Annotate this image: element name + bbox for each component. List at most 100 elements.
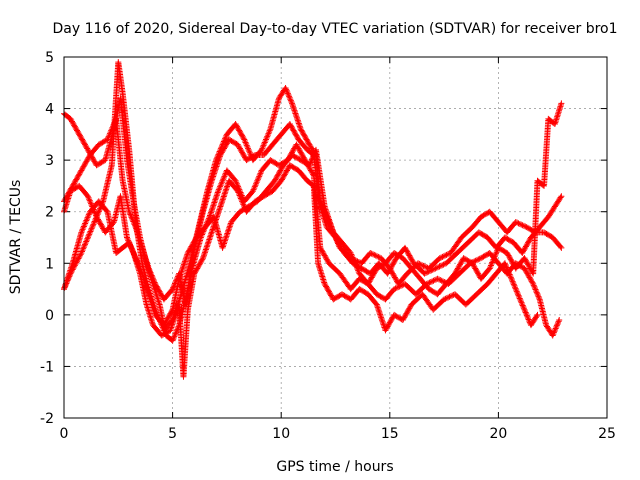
data-point-marker <box>217 183 224 190</box>
data-point-marker <box>89 222 96 229</box>
data-point-marker <box>396 283 403 290</box>
data-point-marker <box>431 277 438 284</box>
data-point-marker <box>440 253 447 260</box>
data-point-marker <box>86 229 93 236</box>
data-point-marker <box>235 126 242 133</box>
data-point-marker <box>221 144 228 151</box>
data-point-marker <box>170 336 177 343</box>
data-point-marker <box>81 141 88 148</box>
data-point-marker <box>81 140 88 147</box>
data-point-marker <box>527 275 534 282</box>
data-point-marker <box>503 264 510 271</box>
data-point-marker <box>199 256 206 263</box>
data-point-marker <box>437 277 444 284</box>
data-point-marker <box>309 170 316 177</box>
data-point-marker <box>222 135 229 142</box>
data-point-marker <box>324 257 331 264</box>
data-point-marker <box>234 188 241 195</box>
data-point-marker <box>79 137 86 144</box>
data-point-marker <box>151 279 158 286</box>
data-point-marker <box>250 152 257 159</box>
data-point-marker <box>417 261 424 268</box>
data-point-marker <box>69 182 76 189</box>
data-point-marker <box>291 128 298 135</box>
data-point-marker <box>532 286 539 293</box>
data-point-marker <box>96 206 103 213</box>
data-point-marker <box>239 132 246 139</box>
data-point-marker <box>94 215 101 222</box>
data-point-marker <box>223 141 230 148</box>
data-point-marker <box>339 246 346 253</box>
data-point-marker <box>442 252 449 259</box>
data-point-marker <box>61 197 68 204</box>
data-point-marker <box>367 249 374 256</box>
data-point-marker <box>236 192 243 199</box>
data-point-marker <box>86 231 93 238</box>
data-point-marker <box>527 277 534 284</box>
data-point-marker <box>91 218 98 225</box>
data-point-marker <box>476 255 483 262</box>
data-point-marker <box>278 176 285 183</box>
data-point-marker <box>296 146 303 153</box>
data-point-marker <box>152 280 159 287</box>
data-point-marker <box>82 142 89 149</box>
data-point-marker <box>291 130 298 137</box>
data-point-marker <box>197 258 204 265</box>
data-point-marker <box>148 271 155 278</box>
data-point-marker <box>91 158 98 165</box>
data-point-marker <box>67 115 74 122</box>
data-point-marker <box>150 276 157 283</box>
data-point-marker <box>523 310 530 317</box>
data-point-marker <box>420 262 427 269</box>
data-point-marker <box>221 145 228 152</box>
data-point-marker <box>76 132 83 139</box>
y-tick-label: 1 <box>45 256 54 272</box>
data-point-marker <box>288 123 295 130</box>
data-point-marker <box>170 334 177 341</box>
data-point-marker <box>243 140 250 147</box>
data-point-marker <box>241 137 248 144</box>
data-point-marker <box>79 136 86 143</box>
data-point-marker <box>525 316 532 323</box>
data-point-marker <box>157 289 164 296</box>
data-point-marker <box>302 133 309 140</box>
data-point-marker <box>130 219 137 226</box>
data-point-marker <box>250 186 257 193</box>
data-point-marker <box>297 126 304 133</box>
data-point-marker <box>284 90 291 97</box>
data-point-marker <box>393 284 400 291</box>
data-point-marker <box>218 180 225 187</box>
data-point-marker <box>191 270 198 277</box>
chart-title: Day 116 of 2020, Sidereal Day-to-day VTE… <box>52 21 617 37</box>
data-point-marker <box>256 173 263 180</box>
data-point-marker <box>261 140 268 147</box>
data-point-marker <box>289 148 296 155</box>
data-point-marker <box>426 279 433 286</box>
data-point-marker <box>81 161 88 168</box>
data-point-marker <box>326 289 333 296</box>
data-point-marker <box>517 298 524 305</box>
data-point-marker <box>323 256 330 263</box>
data-point-marker <box>236 128 243 135</box>
data-point-marker <box>220 146 227 153</box>
data-point-marker <box>278 177 285 184</box>
data-point-marker <box>78 167 85 174</box>
data-point-marker <box>303 136 310 143</box>
data-point-marker <box>127 212 134 219</box>
data-point-marker <box>299 128 306 135</box>
data-point-marker <box>558 244 565 251</box>
data-point-marker <box>369 251 376 258</box>
data-point-marker <box>514 291 521 298</box>
data-point-marker <box>511 284 518 291</box>
data-point-marker <box>153 283 160 290</box>
data-point-marker <box>513 287 520 294</box>
data-point-marker <box>445 294 452 301</box>
data-point-marker <box>321 280 328 287</box>
data-point-marker <box>239 149 246 156</box>
data-point-marker <box>91 219 98 226</box>
data-point-marker <box>253 180 260 187</box>
data-point-marker <box>510 279 517 286</box>
data-point-marker <box>520 303 527 310</box>
data-point-marker <box>93 213 100 220</box>
data-point-marker <box>89 224 96 231</box>
